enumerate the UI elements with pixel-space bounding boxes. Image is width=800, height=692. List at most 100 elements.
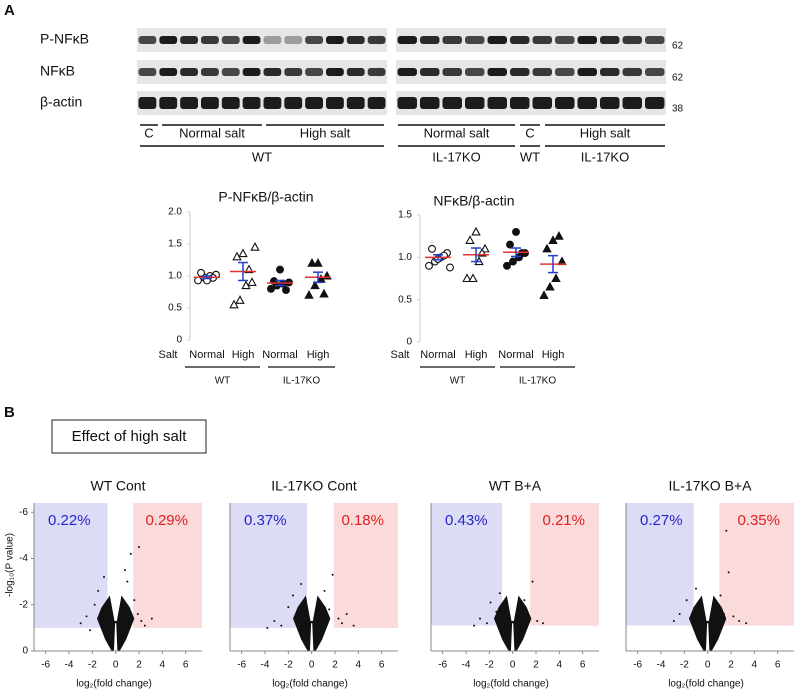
blot-band — [305, 36, 323, 44]
x-tick-label: 0 — [309, 660, 315, 671]
blot-band — [645, 36, 665, 44]
data-point — [250, 242, 260, 251]
data-point — [276, 265, 284, 274]
data-point — [672, 619, 675, 622]
genotype-label: WT — [520, 149, 540, 164]
label-box — [51, 419, 207, 454]
blot-band — [465, 36, 485, 44]
data-point — [304, 290, 314, 299]
data-point — [273, 619, 276, 622]
data-point — [738, 619, 741, 622]
x-axis-label: Salt — [391, 349, 410, 361]
y-tick-label: 1.5 — [168, 239, 182, 250]
data-point — [719, 594, 722, 597]
data-point — [518, 249, 526, 258]
data-point — [725, 529, 728, 532]
region-label: 0.18% — [341, 512, 384, 529]
data-point — [126, 580, 129, 583]
blot-band — [487, 97, 507, 109]
x-tick-label: 2 — [533, 660, 539, 671]
x-tick-label: 6 — [580, 660, 586, 671]
group-label: IL-17KO — [283, 376, 320, 387]
blot-band — [465, 68, 485, 76]
chart-title: P-NFκB/β-actin — [218, 189, 313, 205]
lane-group-label: High salt — [580, 125, 631, 140]
data-point — [542, 243, 552, 253]
blot-band — [532, 68, 552, 76]
density-core — [309, 623, 314, 651]
blot-band — [555, 68, 575, 76]
lane-group-label: Normal salt — [179, 125, 245, 140]
data-point — [548, 235, 558, 244]
significance-region — [230, 503, 307, 628]
blot-band — [622, 97, 642, 109]
chart-title: NFκB/β-actin — [433, 193, 514, 209]
genotype-label: IL-17KO — [581, 149, 629, 164]
x-tick-label: -2 — [88, 660, 97, 671]
data-point — [685, 599, 688, 602]
data-point — [495, 610, 498, 613]
region-label: 0.35% — [737, 512, 780, 529]
density-core — [705, 623, 710, 651]
blot-strip — [137, 91, 387, 115]
x-axis-label: log₂(fold change) — [272, 679, 348, 690]
density-core — [113, 623, 118, 651]
blot-band — [622, 68, 642, 76]
data-point — [310, 280, 320, 290]
x-tick-label: Normal — [262, 349, 297, 361]
data-point — [235, 295, 245, 304]
blot-band — [138, 97, 157, 109]
x-axis-label: Salt — [159, 349, 178, 361]
data-point — [345, 613, 348, 615]
data-point — [745, 622, 748, 625]
data-point — [545, 281, 555, 291]
x-tick-label: 4 — [356, 660, 362, 671]
data-point — [479, 617, 481, 620]
molecular-weight: 62 — [672, 73, 684, 84]
x-tick-label: -6 — [438, 660, 447, 671]
blot-band — [159, 97, 178, 109]
y-tick-label: 0.5 — [168, 303, 182, 314]
blot-band — [180, 68, 198, 76]
data-point — [462, 273, 472, 283]
blot-band — [201, 36, 219, 44]
significance-region — [626, 503, 694, 626]
x-tick-label: 0 — [113, 660, 119, 671]
data-point — [536, 619, 539, 622]
significance-region — [530, 503, 599, 626]
blot-band — [180, 97, 198, 109]
blot-band — [201, 97, 219, 109]
x-tick-label: 2 — [332, 660, 338, 671]
x-tick-label: -4 — [261, 660, 270, 671]
y-tick-label: -6 — [19, 507, 28, 518]
data-point — [282, 286, 290, 295]
blot-band — [420, 97, 440, 109]
blot-band — [263, 36, 282, 44]
blot-band — [284, 36, 303, 44]
data-point — [313, 258, 323, 267]
x-tick-label: Normal — [498, 349, 533, 361]
blot-band — [645, 68, 665, 76]
x-tick-label: High — [232, 349, 255, 361]
data-point — [727, 571, 730, 574]
data-point — [140, 619, 143, 622]
x-tick-label: 2 — [136, 660, 142, 671]
x-tick-label: 6 — [775, 660, 781, 671]
data-point — [323, 589, 326, 592]
blot-band — [284, 68, 303, 76]
data-point — [341, 622, 343, 625]
blot-band — [555, 36, 575, 44]
blot-band — [367, 36, 386, 44]
data-point — [267, 284, 275, 293]
blot-strip — [137, 60, 387, 84]
significance-region — [719, 503, 794, 626]
x-tick-label: -2 — [284, 660, 293, 671]
y-tick-label: 0 — [406, 337, 412, 348]
x-tick-label: 0 — [705, 660, 711, 671]
panel-label: B — [4, 404, 15, 421]
blot-band — [263, 68, 282, 76]
data-point — [489, 601, 492, 604]
chart-title: IL-17KO Cont — [271, 478, 357, 494]
x-axis-label: log₂(fold change) — [668, 679, 744, 690]
